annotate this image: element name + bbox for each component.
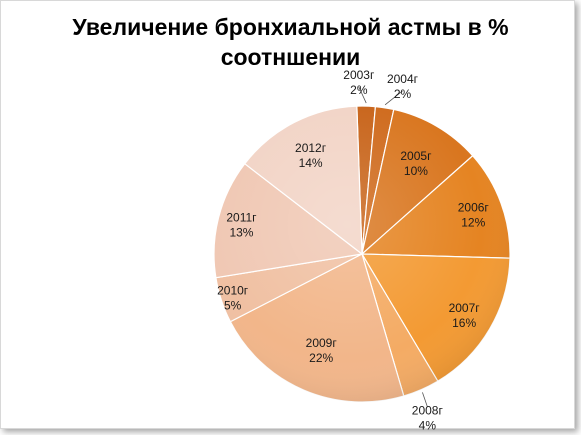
slice-value-2008г: 4% [419, 419, 437, 433]
slice-labels: 2003г2%2004г2%2005г10%2006г12%2007г16%20… [217, 68, 489, 433]
slice-value-2006г: 12% [461, 216, 485, 230]
slice-value-2010г: 5% [224, 299, 242, 313]
leader-line-2004г [384, 90, 403, 106]
chart-title: Увеличение бронхиальной астмы в % соотнш… [0, 12, 581, 72]
slice-label-2008г: 2008г [412, 404, 444, 418]
leader-line-2003г [358, 86, 367, 104]
slice-label-2007г: 2007г [449, 301, 481, 315]
slice-label-2005г: 2005г [400, 149, 432, 163]
slice-label-2004г: 2004г [387, 72, 419, 86]
slice-label-2006г: 2006г [458, 201, 490, 215]
slice-label-2009г: 2009г [306, 336, 338, 350]
slice-value-2003г: 2% [350, 83, 368, 97]
slice-label-2012г: 2012г [295, 141, 327, 155]
chart-title-line-2: соотншении [220, 44, 361, 70]
slice-value-2009г: 22% [309, 351, 333, 365]
slice-label-2011г: 2011г [226, 211, 257, 225]
pie-slices [213, 105, 511, 403]
slice-value-2005г: 10% [404, 164, 428, 178]
chart-title-line-1: Увеличение бронхиальной астмы в % [72, 14, 509, 40]
leader-lines [358, 86, 428, 407]
slice-value-2011г: 13% [229, 226, 253, 240]
slice-label-2010г: 2010г [217, 284, 249, 298]
slice-value-2012г: 14% [299, 156, 323, 170]
slice-label-2003г: 2003г [343, 68, 375, 82]
leader-line-2008г [422, 392, 428, 407]
slice-value-2004г: 2% [394, 87, 412, 101]
slice-value-2007г: 16% [452, 316, 476, 330]
